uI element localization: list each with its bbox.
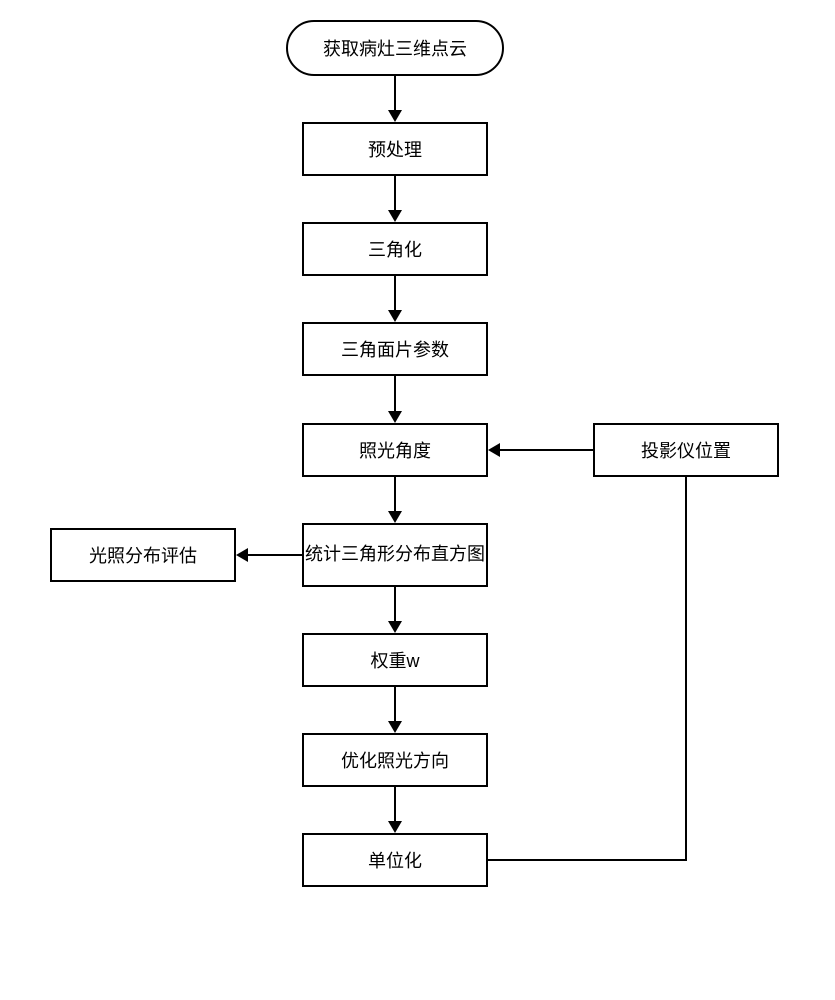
edge-line xyxy=(394,787,396,821)
edge-line xyxy=(394,76,396,110)
node-label: 光照分布评估 xyxy=(89,542,197,568)
node-label: 照光角度 xyxy=(359,437,431,463)
arrow-head-icon xyxy=(236,548,248,562)
node-label: 单位化 xyxy=(368,847,422,873)
edge-line xyxy=(394,477,396,511)
node-label: 三角面片参数 xyxy=(341,336,449,362)
node-label: 权重w xyxy=(371,647,420,673)
edge-line xyxy=(500,449,593,451)
arrow-head-icon xyxy=(388,511,402,523)
start-node: 获取病灶三维点云 xyxy=(286,20,504,76)
edge-line xyxy=(394,176,396,210)
process-node-weight: 权重w xyxy=(302,633,488,687)
edge-line xyxy=(685,477,687,861)
arrow-head-icon xyxy=(388,721,402,733)
process-node-projector-position: 投影仪位置 xyxy=(593,423,779,477)
process-node-preprocessing: 预处理 xyxy=(302,122,488,176)
edge-line xyxy=(394,587,396,621)
node-label: 统计三角形分布直方图 xyxy=(305,543,485,566)
process-node-histogram: 统计三角形分布直方图 xyxy=(302,523,488,587)
process-node-triangle-params: 三角面片参数 xyxy=(302,322,488,376)
process-node-optimize-direction: 优化照光方向 xyxy=(302,733,488,787)
process-node-triangulation: 三角化 xyxy=(302,222,488,276)
node-label: 获取病灶三维点云 xyxy=(323,35,467,61)
arrow-head-icon xyxy=(388,621,402,633)
arrow-head-icon xyxy=(388,821,402,833)
process-node-light-eval: 光照分布评估 xyxy=(50,528,236,582)
edge-line xyxy=(394,687,396,721)
node-label: 三角化 xyxy=(368,236,422,262)
node-label: 预处理 xyxy=(368,136,422,162)
edge-line xyxy=(248,554,302,556)
edge-line xyxy=(394,376,396,411)
arrow-head-icon xyxy=(388,310,402,322)
arrow-head-icon xyxy=(388,411,402,423)
arrow-head-icon xyxy=(488,443,500,457)
node-label: 投影仪位置 xyxy=(641,437,731,463)
node-label: 优化照光方向 xyxy=(341,747,449,773)
edge-line xyxy=(394,276,396,310)
process-node-normalize: 单位化 xyxy=(302,833,488,887)
process-node-lighting-angle: 照光角度 xyxy=(302,423,488,477)
arrow-head-icon xyxy=(388,110,402,122)
edge-line xyxy=(488,859,685,861)
arrow-head-icon xyxy=(388,210,402,222)
